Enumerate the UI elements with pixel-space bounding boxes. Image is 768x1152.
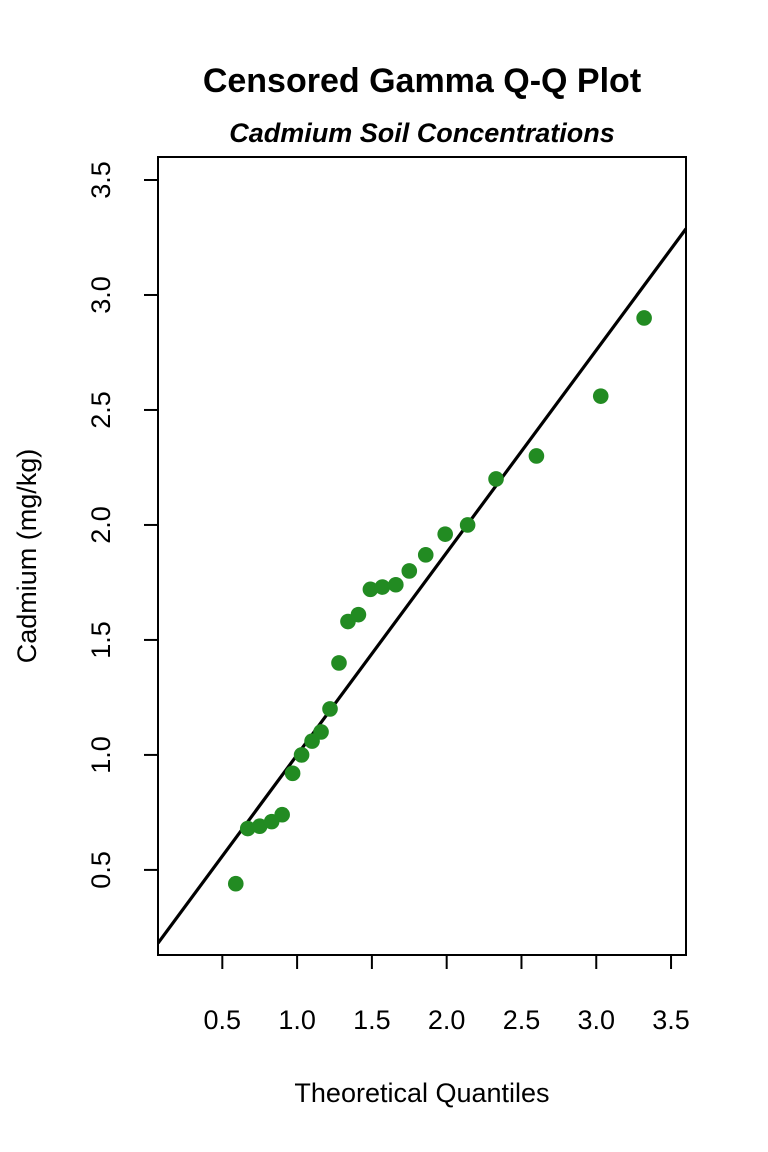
data-point-22	[528, 448, 545, 464]
x-axis: 0.5 1.0 1.5 2.0 2.5 3.0 3.5	[204, 954, 690, 1035]
x-tick-label: 0.5	[204, 1005, 242, 1035]
data-point-7	[293, 747, 310, 763]
y-tick-label: 2.0	[86, 506, 116, 544]
data-point-5	[274, 806, 290, 823]
y-tick-label: 2.5	[86, 391, 116, 429]
reference-line	[158, 227, 686, 945]
y-tick-label: 1.0	[86, 736, 116, 774]
data-point-13	[350, 606, 367, 623]
y-tick-label: 0.5	[86, 851, 116, 889]
x-axis-title: Theoretical Quantiles	[294, 1078, 549, 1108]
x-tick-label: 1.0	[278, 1005, 316, 1035]
data-point-21	[488, 471, 504, 487]
data-point-2	[239, 820, 256, 837]
data-point-1	[227, 875, 244, 892]
x-tick-label: 2.5	[503, 1005, 541, 1035]
data-point-24	[636, 310, 652, 326]
x-tick-label: 3.0	[577, 1005, 615, 1035]
y-axis: 0.5 1.0 1.5 2.0 2.5 3.0 3.5	[86, 161, 159, 889]
data-point-15	[374, 579, 391, 595]
x-tick-label: 2.0	[428, 1005, 466, 1035]
x-tick-label: 3.5	[652, 1005, 690, 1035]
data-point-14	[362, 581, 379, 598]
y-tick-label: 1.5	[86, 621, 116, 659]
data-point-18	[417, 547, 434, 563]
data-point-20	[459, 517, 476, 533]
data-point-6	[284, 765, 301, 782]
data-point-10	[322, 701, 338, 717]
data-point-11	[331, 655, 347, 671]
data-point-23	[592, 388, 609, 404]
y-tick-label: 3.5	[86, 161, 116, 199]
plot-area	[158, 227, 686, 945]
y-axis-title: Cadmium (mg/kg)	[12, 449, 42, 664]
chart-title: Censored Gamma Q-Q Plot	[203, 62, 641, 100]
data-point-17	[401, 563, 418, 579]
data-point-16	[388, 576, 404, 593]
data-point-9	[313, 724, 329, 740]
data-point-19	[437, 526, 453, 542]
y-tick-label: 3.0	[86, 276, 116, 314]
chart-subtitle: Cadmium Soil Concentrations	[229, 118, 615, 148]
x-tick-label: 1.5	[353, 1005, 391, 1035]
data-point-3	[251, 818, 268, 835]
